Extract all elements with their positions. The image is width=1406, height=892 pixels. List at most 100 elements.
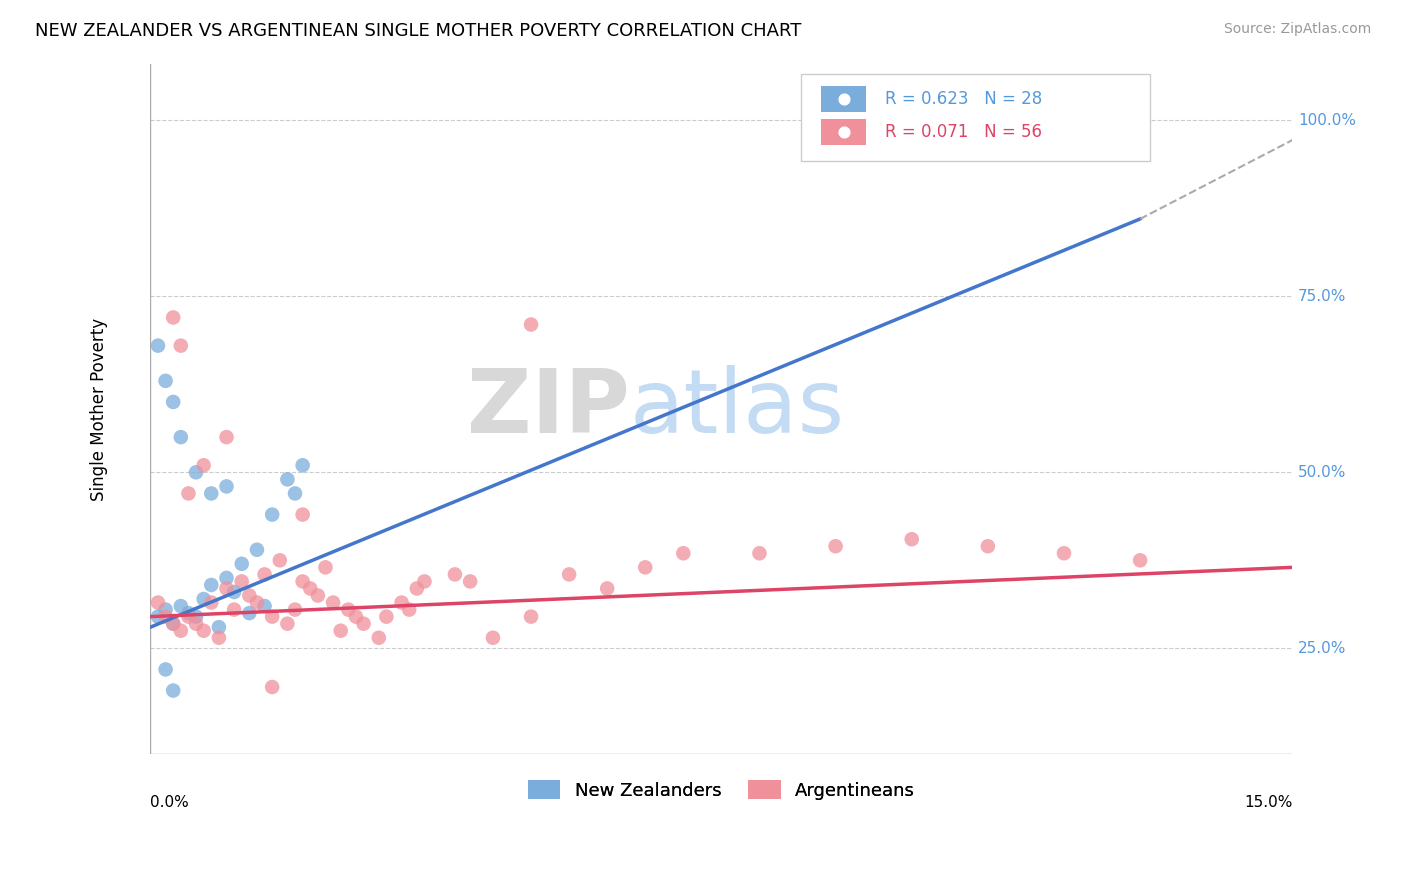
Point <box>238 589 260 603</box>
Point <box>200 486 222 500</box>
Point <box>276 616 298 631</box>
Point <box>391 596 413 610</box>
Point <box>253 567 276 582</box>
Text: 25.0%: 25.0% <box>1298 640 1347 656</box>
Point <box>155 374 177 388</box>
Point <box>184 466 207 480</box>
Point <box>353 616 375 631</box>
Point <box>170 599 193 613</box>
Text: Single Mother Poverty: Single Mother Poverty <box>90 318 108 500</box>
Point <box>596 582 619 596</box>
Point <box>193 592 215 607</box>
Point <box>162 616 184 631</box>
Point <box>322 596 344 610</box>
Point <box>405 582 427 596</box>
Point <box>231 557 253 571</box>
Point <box>367 631 389 645</box>
Text: ZIP: ZIP <box>467 366 630 452</box>
Point <box>520 318 543 332</box>
Point <box>208 620 231 634</box>
Point <box>253 599 276 613</box>
Point <box>900 532 922 546</box>
Point <box>398 602 420 616</box>
Point <box>314 560 336 574</box>
Point <box>224 602 246 616</box>
Point <box>291 458 314 473</box>
Point <box>413 574 436 589</box>
Point <box>215 430 238 444</box>
Text: R = 0.071   N = 56: R = 0.071 N = 56 <box>884 123 1042 141</box>
Point <box>284 602 307 616</box>
Point <box>276 472 298 486</box>
Point <box>977 539 1000 553</box>
Point <box>170 624 193 638</box>
Point <box>824 539 846 553</box>
Point <box>215 479 238 493</box>
Point <box>162 683 184 698</box>
FancyBboxPatch shape <box>801 74 1150 161</box>
Text: Source: ZipAtlas.com: Source: ZipAtlas.com <box>1223 22 1371 37</box>
Point <box>155 609 177 624</box>
Text: 75.0%: 75.0% <box>1298 289 1347 304</box>
Point <box>375 609 398 624</box>
Point <box>215 582 238 596</box>
Point <box>146 609 169 624</box>
Point <box>238 606 260 620</box>
Point <box>307 589 329 603</box>
Point <box>284 486 307 500</box>
Point <box>299 582 322 596</box>
Point <box>162 310 184 325</box>
Text: R = 0.623   N = 28: R = 0.623 N = 28 <box>884 90 1042 108</box>
Point <box>193 624 215 638</box>
Point <box>146 338 169 352</box>
Point <box>246 542 269 557</box>
Text: 0.0%: 0.0% <box>150 796 190 810</box>
Point <box>155 662 177 676</box>
Point <box>558 567 581 582</box>
Point <box>184 609 207 624</box>
Point <box>262 508 284 522</box>
Point <box>291 574 314 589</box>
Point <box>162 395 184 409</box>
Point <box>193 458 215 473</box>
Point <box>337 602 360 616</box>
Point <box>224 585 246 599</box>
Point <box>170 338 193 352</box>
Point <box>231 574 253 589</box>
Point <box>634 560 657 574</box>
Point <box>200 596 222 610</box>
Point <box>200 578 222 592</box>
Point <box>444 567 467 582</box>
Point <box>458 574 481 589</box>
Point <box>672 546 695 560</box>
Text: 15.0%: 15.0% <box>1244 796 1292 810</box>
Point <box>162 616 184 631</box>
Point <box>520 609 543 624</box>
Point <box>291 508 314 522</box>
Point <box>177 609 200 624</box>
Point <box>170 430 193 444</box>
Point <box>262 609 284 624</box>
Point <box>748 546 770 560</box>
Point <box>208 631 231 645</box>
Point <box>146 596 169 610</box>
Text: 100.0%: 100.0% <box>1298 113 1357 128</box>
Point <box>246 596 269 610</box>
FancyBboxPatch shape <box>821 87 866 112</box>
Point <box>215 571 238 585</box>
Point <box>177 486 200 500</box>
Point <box>482 631 505 645</box>
Text: NEW ZEALANDER VS ARGENTINEAN SINGLE MOTHER POVERTY CORRELATION CHART: NEW ZEALANDER VS ARGENTINEAN SINGLE MOTH… <box>35 22 801 40</box>
Point <box>177 606 200 620</box>
Text: 50.0%: 50.0% <box>1298 465 1347 480</box>
Point <box>262 680 284 694</box>
Point <box>269 553 291 567</box>
Point <box>155 602 177 616</box>
Point <box>329 624 352 638</box>
Point <box>344 609 367 624</box>
Point <box>1129 553 1152 567</box>
Legend: New Zealanders, Argentineans: New Zealanders, Argentineans <box>520 773 922 807</box>
Point <box>184 616 207 631</box>
Text: atlas: atlas <box>630 366 845 452</box>
FancyBboxPatch shape <box>821 119 866 145</box>
